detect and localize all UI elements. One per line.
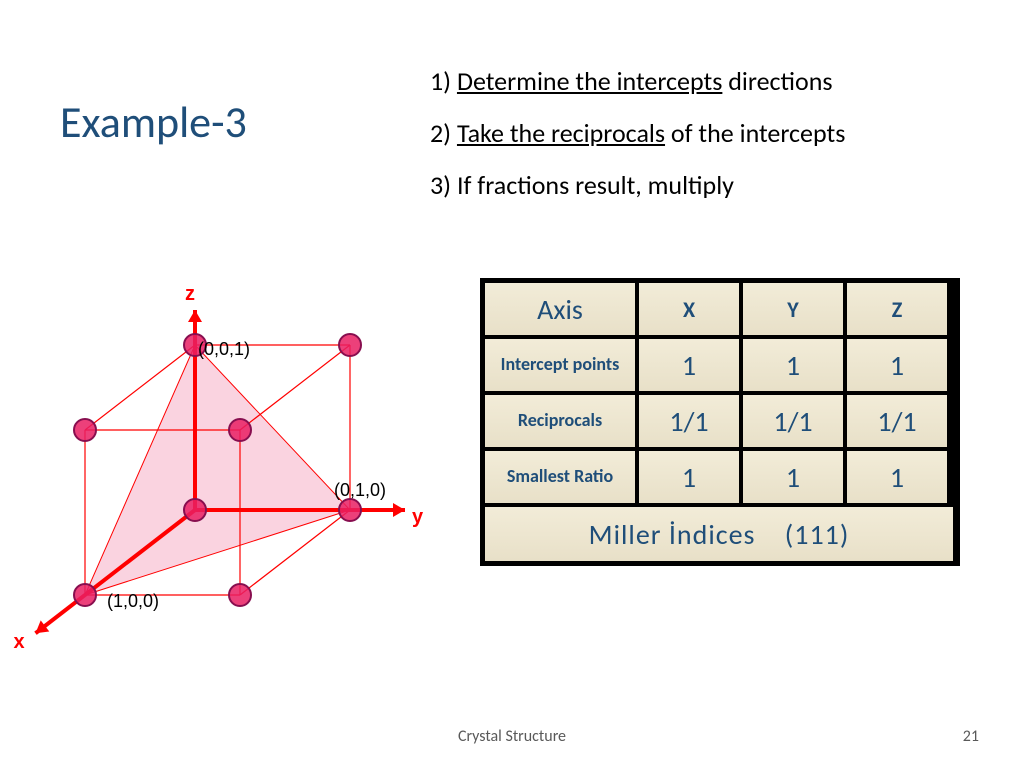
header-x: X [638, 282, 740, 336]
slide-title: Example-3 [60, 95, 247, 149]
miller-table: Axis X Y Z Intercept points 1 1 1 Recipr… [480, 278, 960, 566]
step-2: 2) Take the reciprocals of the intercept… [430, 107, 845, 159]
cell-value: 1 [846, 450, 948, 504]
cell-value: 1 [638, 450, 740, 504]
table-row: Smallest Ratio 1 1 1 [483, 449, 957, 505]
row-label: Intercept points [484, 338, 636, 392]
miller-indices: Miller İndices (111) [484, 506, 954, 562]
table-row: Reciprocals 1/1 1/1 1/1 [483, 393, 957, 449]
cell-value: 1/1 [846, 394, 948, 448]
step-1: 1) Determine the intercepts directions [430, 55, 845, 107]
row-label: Reciprocals [484, 394, 636, 448]
cell-value: 1 [846, 338, 948, 392]
header-axis: Axis [484, 282, 636, 336]
header-z: Z [846, 282, 948, 336]
footer-title: Crystal Structure [458, 727, 566, 746]
cell-value: 1 [742, 450, 844, 504]
footer-page: 21 [963, 727, 979, 746]
cell-value: 1/1 [742, 394, 844, 448]
table-header-row: Axis X Y Z [483, 281, 957, 337]
row-label: Smallest Ratio [484, 450, 636, 504]
cell-value: 1/1 [638, 394, 740, 448]
cube-diagram [20, 225, 440, 645]
step-3: 3) If fractions result, multiply [430, 159, 845, 211]
cell-value: 1 [742, 338, 844, 392]
steps-list: 1) Determine the intercepts directions 2… [430, 55, 845, 211]
table-miller-row: Miller İndices (111) [483, 505, 957, 563]
cell-value: 1 [638, 338, 740, 392]
header-y: Y [742, 282, 844, 336]
table-row: Intercept points 1 1 1 [483, 337, 957, 393]
